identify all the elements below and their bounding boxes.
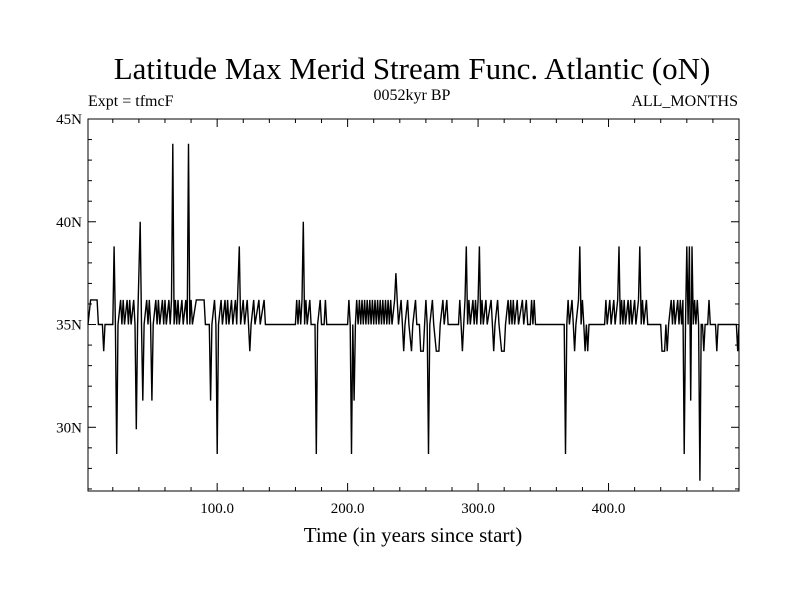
experiment-label: Expt = tfmcF bbox=[88, 93, 174, 110]
plot-frame bbox=[87, 118, 740, 492]
y-tick-label: 45N bbox=[56, 112, 82, 128]
x-axis: 100.0 200.0 300.0 400.0 bbox=[112, 119, 714, 517]
y-axis: 30N 35N 40N 45N bbox=[56, 112, 739, 490]
chart-title: Latitude Max Merid Stream Func. Atlantic… bbox=[114, 51, 711, 86]
x-tick-label: 300.0 bbox=[461, 501, 495, 517]
y-tick-label: 35N bbox=[56, 318, 82, 334]
period-label: 0052kyr BP bbox=[374, 87, 451, 104]
x-axis-label: Time (in years since start) bbox=[304, 523, 523, 547]
y-tick-label: 40N bbox=[56, 215, 82, 231]
months-label: ALL_MONTHS bbox=[631, 93, 738, 110]
y-tick-label: 30N bbox=[56, 420, 82, 436]
series-line bbox=[87, 143, 740, 481]
x-tick-label: 100.0 bbox=[200, 501, 234, 517]
x-tick-label: 200.0 bbox=[331, 501, 365, 517]
x-tick-label: 400.0 bbox=[592, 501, 626, 517]
